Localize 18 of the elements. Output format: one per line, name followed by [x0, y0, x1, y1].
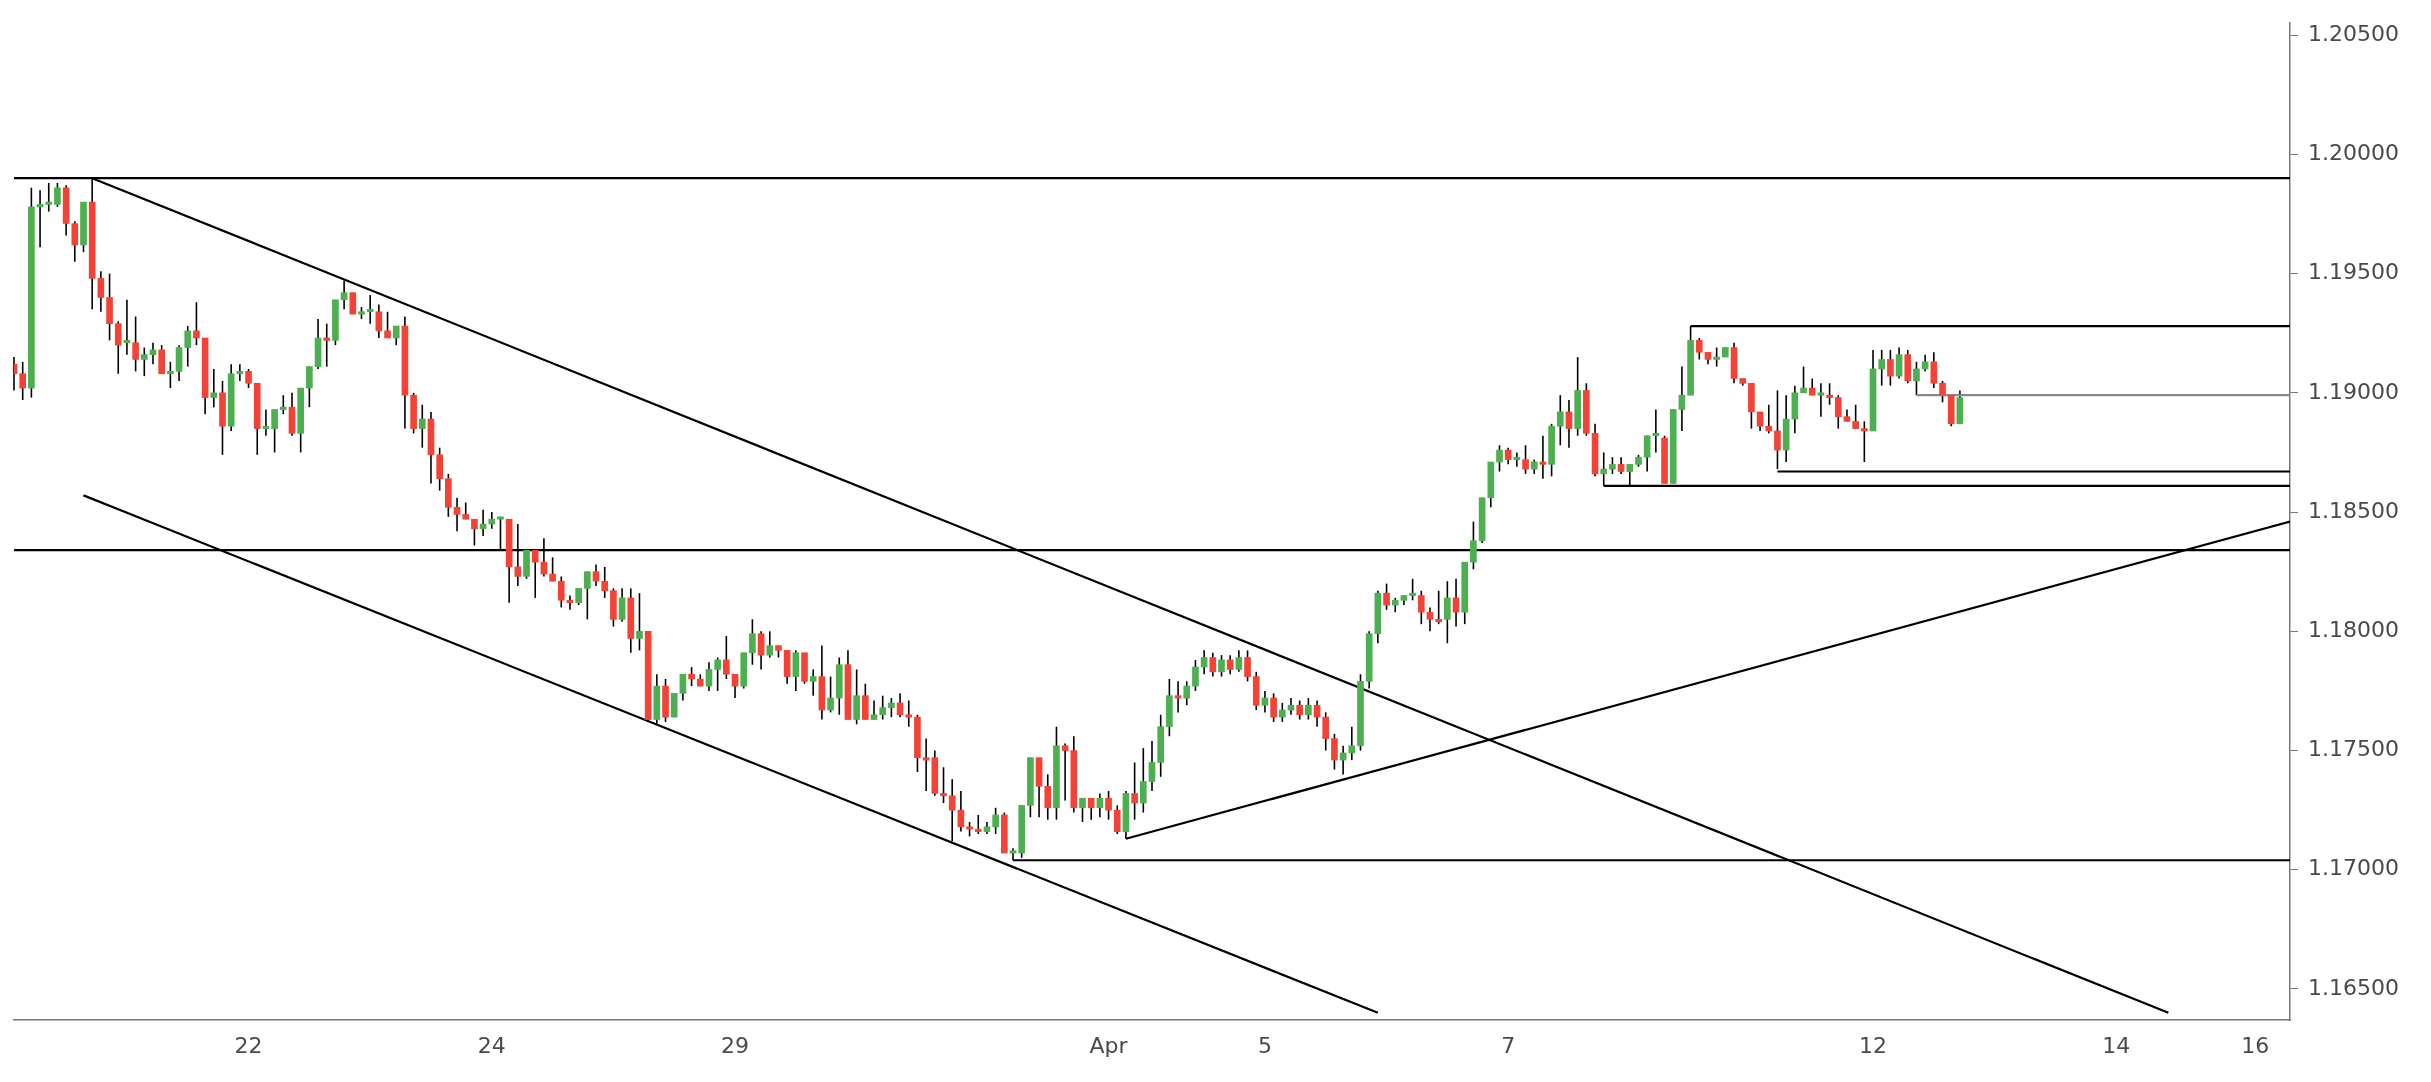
- y-tick-label: 1.16500: [2308, 974, 2399, 1000]
- y-tick-label: 1.19500: [2308, 259, 2399, 285]
- x-tick-label: Apr: [1089, 1032, 1129, 1058]
- y-tick-label: 1.20500: [2308, 20, 2399, 46]
- y-tick-label: 1.17000: [2308, 855, 2399, 881]
- x-tick-label: 5: [1257, 1032, 1272, 1058]
- x-tick-label: 16: [2241, 1032, 2270, 1058]
- x-tick-label: 24: [477, 1032, 506, 1058]
- y-tick-label: 1.18500: [2308, 497, 2399, 523]
- x-tick-label: 22: [234, 1032, 263, 1058]
- y-tick-label: 1.19000: [2308, 378, 2399, 404]
- x-tick-label: 12: [1859, 1032, 1888, 1058]
- x-tick-label: 7: [1501, 1032, 1516, 1058]
- y-tick-label: 1.18000: [2308, 617, 2399, 643]
- y-tick-label: 1.17500: [2308, 736, 2399, 762]
- x-tick-label: 14: [2102, 1032, 2131, 1058]
- y-tick-label: 1.20000: [2308, 140, 2399, 166]
- x-tick-label: 29: [721, 1032, 750, 1058]
